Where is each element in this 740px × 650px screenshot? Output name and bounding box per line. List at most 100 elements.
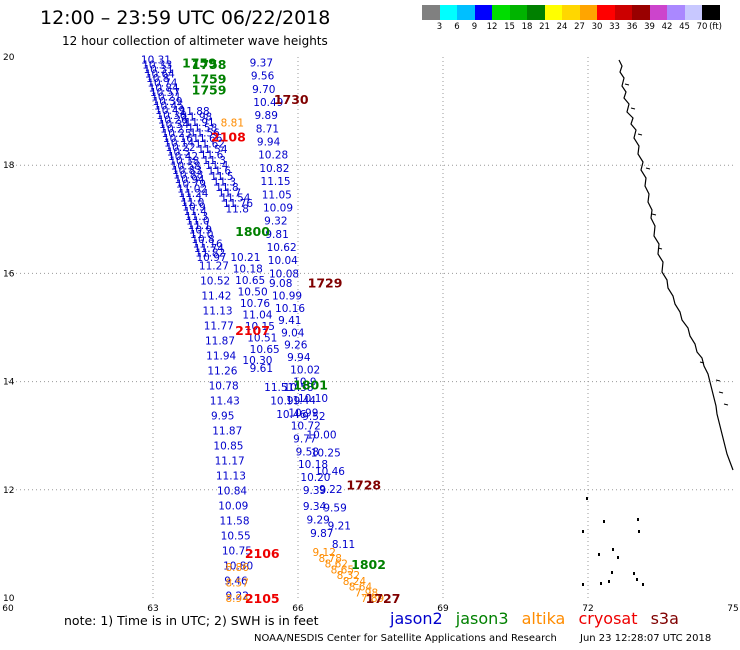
wave-height-value: 11.8 <box>226 203 249 215</box>
wave-height-value: 11.66 <box>192 133 222 145</box>
legend-swatch <box>492 5 510 20</box>
map-grid <box>8 57 733 598</box>
wave-height-value: 10.14 <box>164 137 194 149</box>
wave-height-value: 10.20 <box>300 472 330 484</box>
legend-label: 42 <box>661 22 673 32</box>
wave-height-value: 9.22 <box>319 484 342 496</box>
wave-height-value: 11.76 <box>223 198 253 210</box>
pass-time-label: 1802 <box>351 557 386 572</box>
pass-time-label: 1729 <box>308 276 343 291</box>
lat-tick-label: 14 <box>3 378 15 388</box>
wave-height-value: 11.1 <box>187 220 210 232</box>
legend-swatch <box>527 5 545 20</box>
wave-height-value: 10.94 <box>175 174 205 186</box>
legend-label: 70 <box>696 22 708 32</box>
legend-label: 27 <box>574 22 585 32</box>
coast-detail <box>624 83 630 86</box>
wave-height-value: 10.85 <box>213 440 243 452</box>
wave-height-value: 10.21 <box>230 252 260 264</box>
satellite-jason2: jason2 <box>390 609 443 628</box>
wave-height-value: 10.79 <box>176 179 206 191</box>
wave-height-value: 11.3 <box>185 211 208 223</box>
legend-swatch <box>562 5 580 20</box>
wave-height-value: 11.91 <box>185 117 215 129</box>
wave-height-value: 10.9 <box>182 202 205 214</box>
wave-height-value: 9.52 <box>302 411 325 423</box>
wave-height-value: 10.55 <box>221 530 251 542</box>
wave-height-value: 11.6 <box>208 166 232 178</box>
coast-detail <box>637 133 643 136</box>
lat-tick-label: 20 <box>3 53 15 63</box>
island <box>586 497 588 500</box>
wave-height-values: 10.3110.3310.3110.6410.810.7410.8410.571… <box>141 55 384 605</box>
wave-height-value: 8.57 <box>226 578 249 590</box>
wave-height-value: 9.59 <box>323 502 346 514</box>
coast-detail <box>645 167 651 170</box>
wave-height-value: 11.24 <box>178 188 208 200</box>
island <box>582 583 584 586</box>
wave-height-value: 10.99 <box>288 408 318 420</box>
island <box>582 530 584 533</box>
wave-height-value: 10.42 <box>168 151 198 163</box>
wave-height-value: 11.6 <box>200 149 224 161</box>
wave-height-value: 10.64 <box>145 68 175 80</box>
wave-height-value: 10.09 <box>263 202 293 214</box>
lat-tick-label: 10 <box>3 594 15 604</box>
wave-height-value: 11.17 <box>215 455 245 467</box>
wave-height-value: 9.39 <box>303 485 326 497</box>
credit-line: NOAA/NESDIS Center for Satellite Applica… <box>254 633 557 644</box>
island <box>612 548 614 551</box>
wave-height-value: 10.16 <box>275 303 305 315</box>
islands <box>582 497 644 586</box>
pass-time-label: 2107 <box>235 323 270 338</box>
lon-tick-label: 63 <box>147 604 158 614</box>
wave-height-value: 10.88 <box>173 170 203 182</box>
lat-tick-label: 12 <box>3 486 14 496</box>
wave-height-value: 10.97 <box>197 252 227 264</box>
wave-height-value: 8.94 <box>226 593 250 605</box>
satellite-legend: jason2 jason3 altika cryosat s3a <box>390 609 687 628</box>
wave-height-value: 9.41 <box>278 315 301 327</box>
wave-height-value: 11.62 <box>195 139 225 151</box>
legend-swatch <box>597 5 615 20</box>
wave-height-value: 10.46 <box>315 466 345 478</box>
legend-label: 15 <box>504 22 515 32</box>
wave-height-value: 9.58 <box>296 446 319 458</box>
wave-height-value: 9.22 <box>226 590 249 602</box>
pass-time-label: 1759 <box>192 82 227 97</box>
pass-time-label: 1759 <box>182 55 217 70</box>
legend-swatch <box>457 5 475 20</box>
wave-height-value: 11.58 <box>219 515 249 527</box>
wave-height-value: 10.25 <box>311 448 341 460</box>
wave-height-value: 11.87 <box>212 425 242 437</box>
legend-swatch <box>702 5 720 20</box>
pass-time-label: 1801 <box>293 377 328 392</box>
wave-height-value: 8.64 <box>349 582 373 594</box>
wave-height-value: 10.99 <box>270 396 300 408</box>
wave-height-value: 9.94 <box>257 137 281 149</box>
wave-height-value: 11.0 <box>181 197 204 209</box>
wave-height-value: 9.81 <box>265 229 288 241</box>
legend-swatch <box>579 5 597 20</box>
wave-height-value: 11.13 <box>203 305 233 317</box>
legend-label: 33 <box>609 22 620 32</box>
coast-detail <box>651 213 657 216</box>
wave-height-value: 10.22 <box>165 142 195 154</box>
wave-height-value: 7.98 <box>355 587 378 599</box>
legend-swatch <box>509 5 527 20</box>
pass-time-label: 2108 <box>211 130 246 145</box>
wave-height-value: 11.88 <box>180 106 210 118</box>
page-title: 12:00 – 23:59 UTC 06/22/2018 <box>40 7 331 29</box>
wave-height-value: 10.9 <box>189 225 212 237</box>
wave-height-value: 7.89 <box>361 593 384 605</box>
wave-height-value: 10.02 <box>290 364 320 376</box>
island <box>617 556 619 559</box>
wave-height-value: 9.08 <box>269 278 292 290</box>
wave-height-value: 10.2 <box>160 124 183 136</box>
wave-height-value: 11.98 <box>182 112 212 124</box>
pass-time-label: 2106 <box>245 546 280 561</box>
wave-height-value: 8.65 <box>331 564 354 576</box>
satellite-altika: altika <box>521 609 566 628</box>
wave-height-value: 9.12 <box>313 547 336 559</box>
wave-height-value: 9.94 <box>287 352 311 364</box>
